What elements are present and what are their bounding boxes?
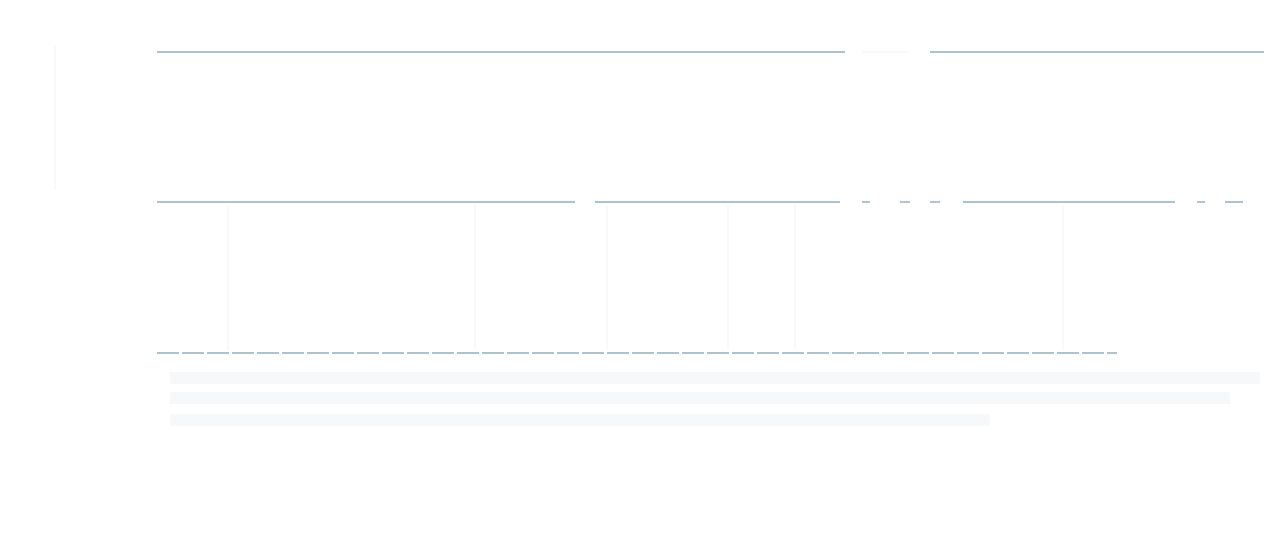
faded-row <box>170 414 990 426</box>
column-dividers <box>227 206 1064 350</box>
faded-row <box>170 372 1260 384</box>
faded-row <box>170 392 1230 404</box>
faded-rows <box>170 372 1260 426</box>
